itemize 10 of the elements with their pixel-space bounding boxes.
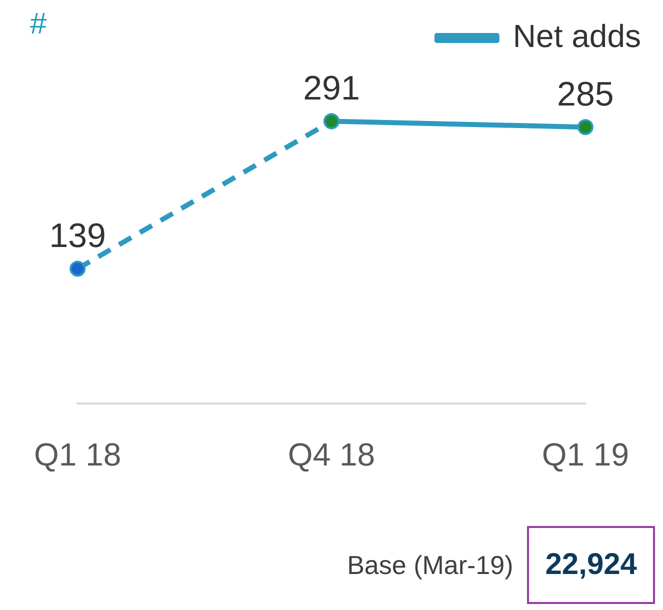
data-label: 285 bbox=[557, 75, 614, 114]
text: 22,924 bbox=[527, 526, 655, 604]
data-label: 291 bbox=[303, 70, 360, 108]
legend-label: Net adds bbox=[512, 18, 641, 54]
x-tick-label: Q1 19 bbox=[542, 436, 629, 473]
x-tick-label: Q1 18 bbox=[34, 436, 122, 473]
data-label: 139 bbox=[49, 217, 106, 256]
x-tick-label: Q4 18 bbox=[288, 436, 376, 473]
text: Base (Mar-19) bbox=[347, 550, 514, 580]
y-axis-title: # bbox=[30, 7, 47, 40]
